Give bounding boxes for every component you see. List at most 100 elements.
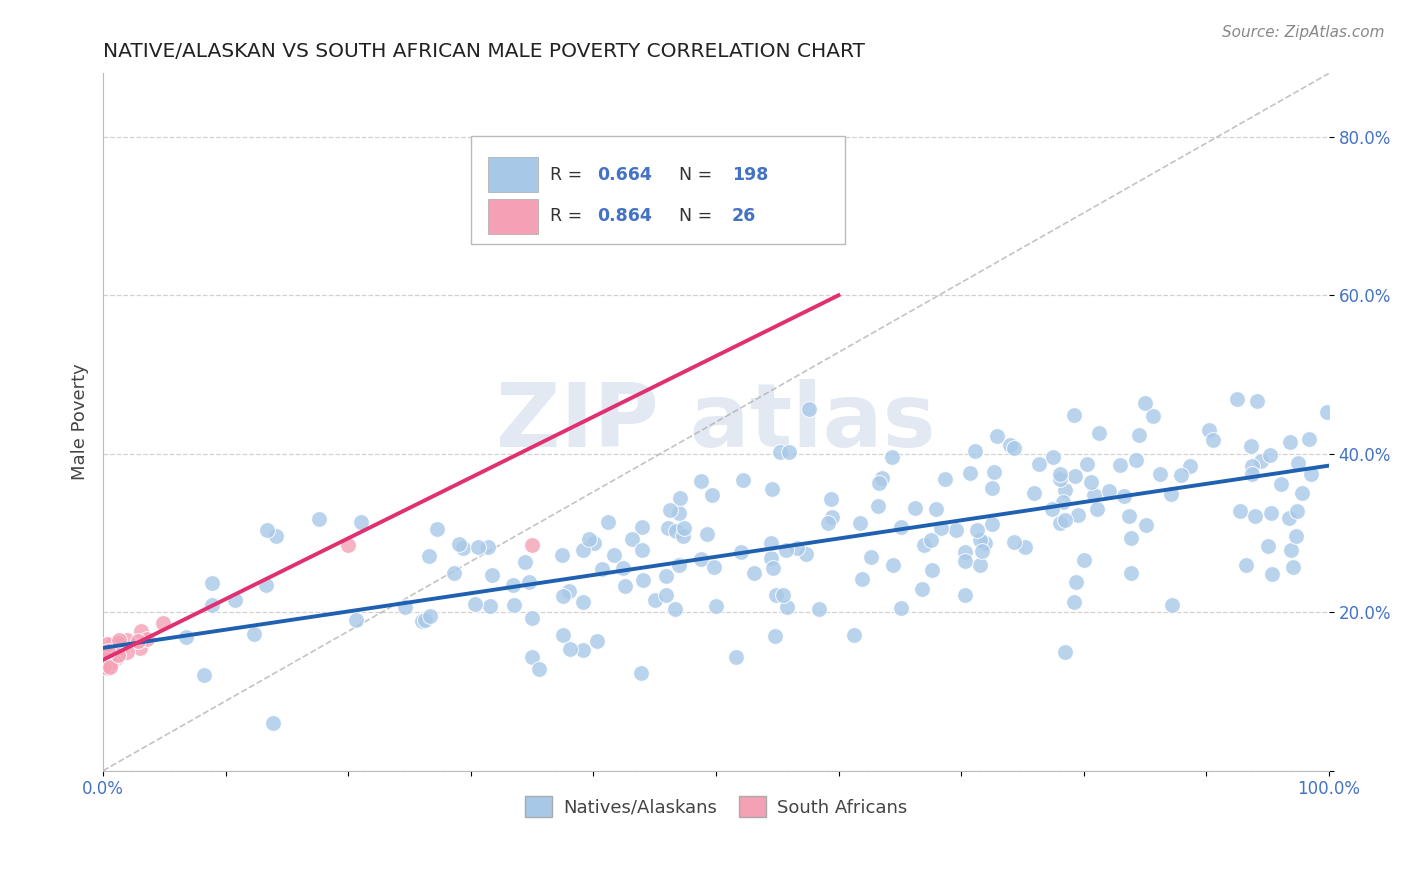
Point [969,533,991,547]
Point [890,520,912,534]
Point [1040,501,1063,516]
Point [1028,458,1050,472]
Point [953,554,976,568]
Point [1053,483,1076,497]
Point [921,563,943,577]
Point [655,588,678,602]
Point [262,716,284,731]
Point [776,600,799,615]
Point [1064,574,1087,589]
Point [503,599,526,613]
Text: R =: R = [551,166,588,184]
Point [1121,531,1143,545]
Point [668,558,690,573]
Point [934,472,956,486]
Point [807,602,830,616]
Text: Source: ZipAtlas.com: Source: ZipAtlas.com [1222,25,1385,40]
Point [100,656,122,670]
Point [453,541,475,555]
Point [1109,458,1132,472]
Point [689,551,711,566]
Point [502,578,524,592]
Point [1261,566,1284,581]
Point [704,599,727,613]
Point [582,535,605,549]
Point [1316,404,1339,418]
Point [96,638,118,652]
Point [1049,516,1071,531]
Point [966,523,988,537]
Point [1088,426,1111,441]
Point [1285,529,1308,543]
Point [522,611,544,625]
Point [821,510,844,524]
Point [104,639,127,653]
Point [115,645,138,659]
Point [890,600,912,615]
Point [1286,456,1309,470]
Point [769,444,792,458]
Point [1240,459,1263,474]
Text: N =: N = [679,207,718,226]
Point [97,643,120,657]
Point [1279,434,1302,449]
Point [129,624,152,638]
Point [762,561,785,575]
Point [1281,559,1303,574]
Point [817,516,839,530]
Point [136,632,159,647]
Point [107,633,129,648]
Point [620,533,643,547]
Point [572,642,595,657]
Point [527,662,550,676]
Point [1024,486,1046,500]
Point [104,652,127,666]
Point [631,520,654,534]
Point [517,574,540,589]
Point [558,641,581,656]
Point [598,515,620,529]
Point [201,598,224,612]
Point [557,584,579,599]
Point [1049,472,1071,486]
Point [730,544,752,558]
FancyBboxPatch shape [471,136,845,244]
Point [761,482,783,496]
Point [931,520,953,534]
Point [998,438,1021,452]
Point [953,588,976,602]
Point [1119,566,1142,581]
Point [882,558,904,573]
Point [1002,535,1025,549]
Point [965,443,987,458]
Point [572,594,595,608]
Point [1149,467,1171,482]
Point [672,529,695,543]
Point [669,491,692,505]
Text: ZIP atlas: ZIP atlas [496,378,936,466]
Point [101,637,124,651]
FancyBboxPatch shape [488,157,538,193]
Point [1002,441,1025,455]
Point [731,473,754,487]
Point [796,547,818,561]
Point [659,502,682,516]
Point [603,548,626,562]
FancyBboxPatch shape [488,199,538,234]
Point [986,428,1008,442]
Point [925,502,948,516]
Text: 26: 26 [733,207,756,226]
Point [1260,506,1282,520]
Point [477,541,499,555]
Point [571,543,593,558]
Point [696,527,718,541]
Point [479,599,502,613]
Point [128,641,150,656]
Point [350,515,373,529]
Point [1064,468,1087,483]
Point [98,640,121,655]
Point [107,644,129,658]
Point [411,614,433,628]
Point [1076,457,1098,471]
Point [1229,504,1251,518]
